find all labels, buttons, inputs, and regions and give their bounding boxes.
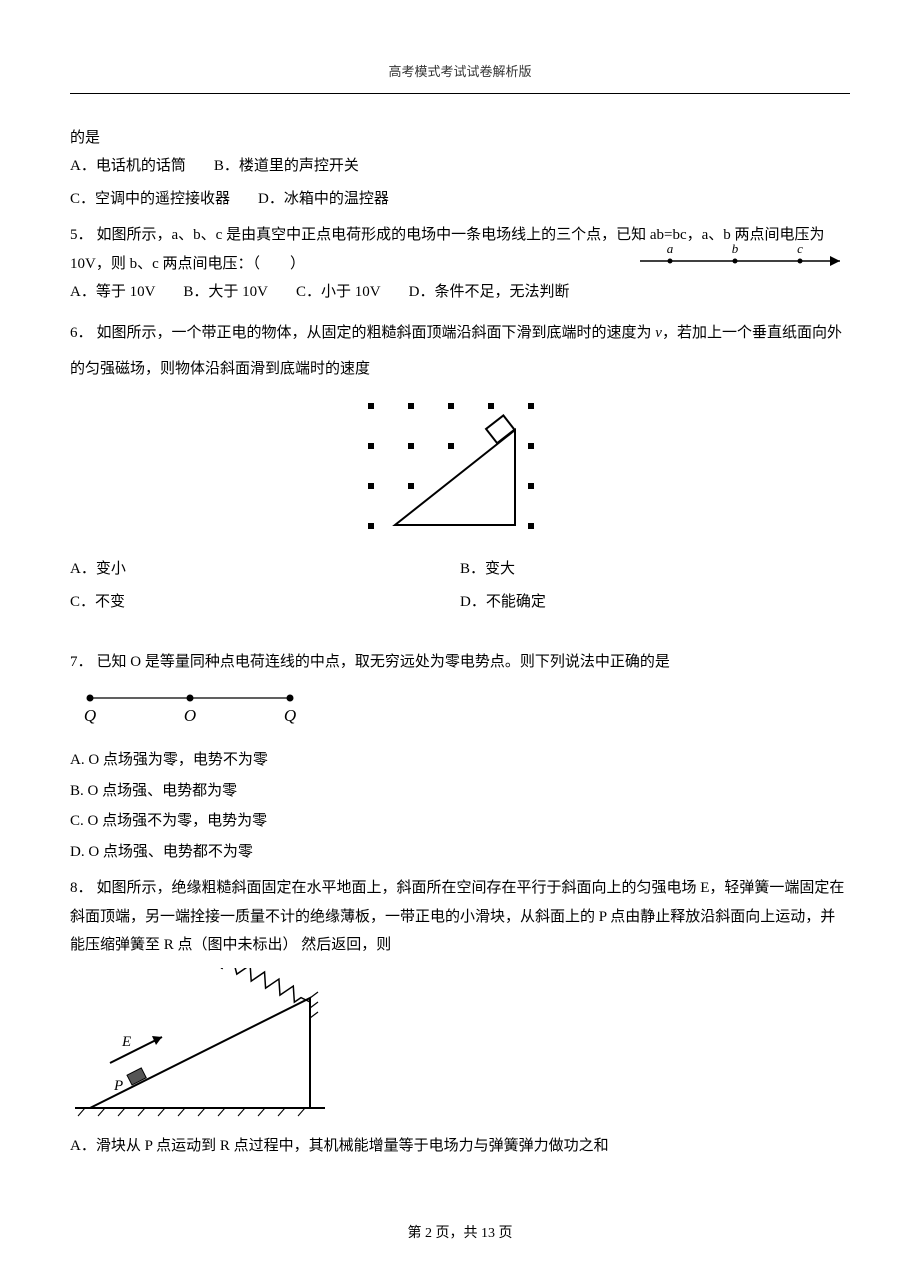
q4-continuation: 的是 A．电话机的话筒 B．楼道里的声控开关 C．空调中的遥控接收器 D．冰箱中… — [70, 124, 850, 214]
q7-opt-a: A. O 点场强为零，电势不为零 — [70, 746, 850, 775]
footer-suffix: 页 — [495, 1226, 513, 1241]
q6-stem: 6．如图所示，一个带正电的物体，从固定的粗糙斜面顶端沿斜面下滑到底端时的速度为 … — [70, 315, 850, 387]
q8-spring-incline-diagram: P E — [70, 968, 850, 1129]
wall-hatch — [310, 992, 318, 1018]
q8-opt-a: A．滑块从 P 点运动到 R 点过程中，其机械能增量等于电场力与弹簧弹力做功之和 — [70, 1132, 850, 1161]
q7-number: 7． — [70, 654, 93, 670]
q5-opt-b: B．大于 10V — [183, 278, 268, 307]
continuation-text: 的是 — [70, 124, 850, 153]
q4-opt-d: D．冰箱中的温控器 — [258, 185, 389, 214]
q5-options: A．等于 10V B．大于 10V C．小于 10V D．条件不足，无法判断 — [70, 278, 850, 307]
q6-incline-diagram — [70, 395, 850, 546]
q6-opt-c: C．不变 — [70, 588, 460, 617]
e-field-arrow: E — [110, 1034, 162, 1063]
q6-text1: 如图所示，一个带正电的物体，从固定的粗糙斜面顶端沿斜面下滑到底端时的速度为 — [97, 325, 656, 341]
q8-label-e: E — [121, 1034, 131, 1050]
footer-page: 2 — [425, 1226, 432, 1241]
q6-opt-d: D．不能确定 — [460, 588, 850, 617]
q5-number: 5． — [70, 227, 93, 243]
footer-prefix: 第 — [408, 1226, 426, 1241]
footer-total: 13 — [481, 1226, 495, 1241]
q5-opt-d: D．条件不足，无法判断 — [409, 278, 570, 307]
q6-number: 6． — [70, 325, 93, 341]
q7: 7．已知 O 是等量同种点电荷连线的中点，取无穷远处为零电势点。则下列说法中正确… — [70, 648, 850, 866]
q4-options-row2: C．空调中的遥控接收器 D．冰箱中的温控器 — [70, 185, 850, 214]
q7-label-o: O — [184, 706, 196, 725]
q4-options-row1: A．电话机的话筒 B．楼道里的声控开关 — [70, 152, 850, 181]
q8-text: 如图所示，绝缘粗糙斜面固定在水平地面上，斜面所在空间存在平行于斜面向上的匀强电场… — [70, 880, 844, 953]
q6-opt-a: A．变小 — [70, 555, 460, 584]
q7-label-q2: Q — [284, 706, 296, 725]
ground-hatch — [78, 1108, 305, 1116]
q5: 5．如图所示，a、b、c 是由真空中正点电荷形成的电场中一条电场线上的三个点，已… — [70, 221, 850, 307]
q7-options: A. O 点场强为零，电势不为零 B. O 点场强、电势都为零 C. O 点场强… — [70, 746, 850, 866]
q5-label-b: b — [732, 241, 739, 256]
q7-text: 已知 O 是等量同种点电荷连线的中点，取无穷远处为零电势点。则下列说法中正确的是 — [97, 654, 670, 670]
q5-field-line-diagram: a b c — [640, 247, 850, 267]
q8-number: 8． — [70, 880, 93, 896]
q4-opt-c: C．空调中的遥控接收器 — [70, 185, 230, 214]
q7-opt-c: C. O 点场强不为零，电势为零 — [70, 807, 850, 836]
q5-opt-a: A．等于 10V — [70, 278, 155, 307]
q6-velocity-symbol: v — [655, 325, 662, 341]
page-footer: 第 2 页，共 13 页 — [70, 1221, 850, 1248]
header-rule — [70, 93, 850, 94]
q7-label-q1: Q — [84, 706, 96, 725]
q8-label-p: P — [113, 1078, 123, 1094]
q7-charges-diagram: Q O Q — [70, 683, 850, 739]
q8-stem: 8．如图所示，绝缘粗糙斜面固定在水平地面上，斜面所在空间存在平行于斜面向上的匀强… — [70, 874, 850, 960]
q6: 6．如图所示，一个带正电的物体，从固定的粗糙斜面顶端沿斜面下滑到底端时的速度为 … — [70, 315, 850, 621]
q8: 8．如图所示，绝缘粗糙斜面固定在水平地面上，斜面所在空间存在平行于斜面向上的匀强… — [70, 874, 850, 1161]
q6-options: A．变小 B．变大 C．不变 D．不能确定 — [70, 555, 850, 620]
q4-opt-b: B．楼道里的声控开关 — [214, 152, 359, 181]
footer-mid: 页，共 — [432, 1226, 481, 1241]
q5-opt-c: C．小于 10V — [296, 278, 381, 307]
q5-label-c: c — [797, 241, 803, 256]
q7-opt-d: D. O 点场强、电势都不为零 — [70, 838, 850, 867]
block-on-incline — [486, 415, 514, 443]
q6-opt-b: B．变大 — [460, 555, 850, 584]
q4-opt-a: A．电话机的话筒 — [70, 152, 186, 181]
q7-stem: 7．已知 O 是等量同种点电荷连线的中点，取无穷远处为零电势点。则下列说法中正确… — [70, 648, 850, 677]
page-header: 高考模式考试试卷解析版 — [70, 60, 850, 85]
q5-label-a: a — [667, 241, 674, 256]
q7-opt-b: B. O 点场强、电势都为零 — [70, 777, 850, 806]
